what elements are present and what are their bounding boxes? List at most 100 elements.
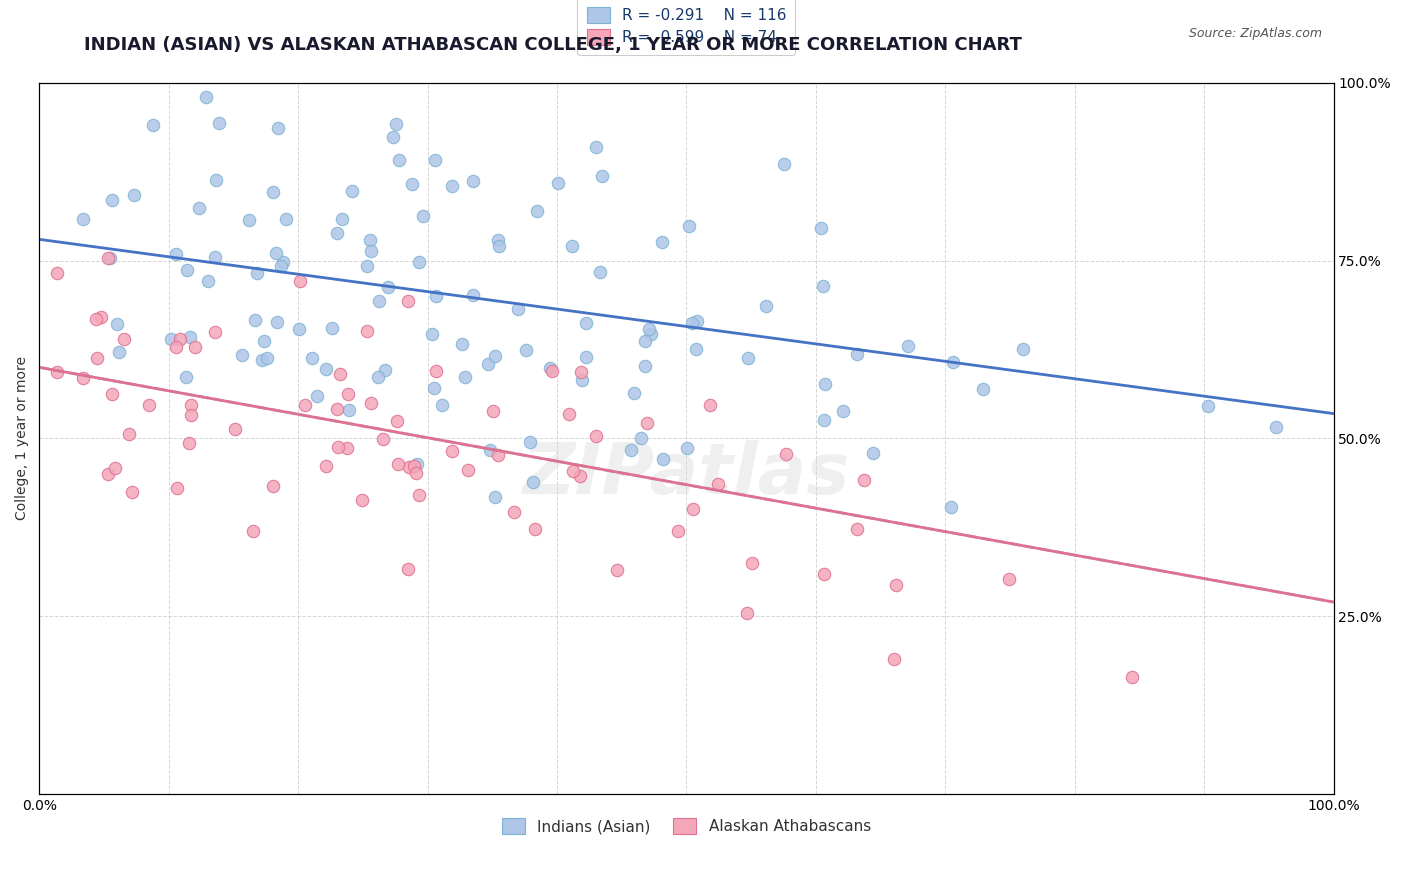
Point — [651, 235, 673, 249]
Point — [86, 351, 108, 365]
Point — [177, 436, 200, 450]
Point — [678, 219, 700, 234]
Point — [179, 330, 201, 344]
Point — [204, 326, 226, 340]
Point — [205, 173, 228, 187]
Point — [486, 233, 509, 247]
Point — [1121, 670, 1143, 684]
Point — [46, 365, 69, 379]
Point — [852, 473, 875, 487]
Point — [998, 573, 1021, 587]
Point — [457, 463, 479, 477]
Point — [381, 130, 404, 145]
Point — [107, 345, 129, 359]
Point — [451, 336, 474, 351]
Point — [371, 432, 394, 446]
Point — [405, 457, 427, 471]
Point — [486, 448, 509, 462]
Point — [676, 441, 699, 455]
Point — [538, 360, 561, 375]
Point — [846, 522, 869, 536]
Point — [368, 294, 391, 309]
Point — [585, 429, 607, 443]
Point — [832, 404, 855, 418]
Point — [122, 188, 145, 202]
Point — [488, 239, 510, 253]
Point — [425, 288, 447, 302]
Point — [401, 177, 423, 191]
Point — [100, 193, 122, 207]
Point — [176, 263, 198, 277]
Point — [478, 443, 501, 458]
Point — [422, 326, 444, 341]
Point — [262, 479, 284, 493]
Point — [180, 398, 202, 412]
Point — [101, 387, 124, 401]
Text: ZIPatlas: ZIPatlas — [523, 440, 851, 508]
Point — [253, 334, 276, 348]
Point — [243, 312, 266, 326]
Point — [270, 259, 292, 273]
Point — [408, 488, 430, 502]
Point — [972, 383, 994, 397]
Point — [301, 351, 323, 366]
Point — [197, 274, 219, 288]
Point — [315, 459, 337, 474]
Point — [571, 373, 593, 387]
Point — [224, 422, 246, 436]
Point — [440, 178, 463, 193]
Point — [519, 435, 541, 450]
Point — [506, 302, 529, 317]
Point — [638, 322, 661, 336]
Point — [405, 466, 427, 480]
Point — [623, 385, 645, 400]
Point — [810, 220, 832, 235]
Point — [484, 349, 506, 363]
Point — [356, 259, 378, 273]
Point — [524, 522, 547, 536]
Point — [45, 266, 67, 280]
Point — [522, 475, 544, 490]
Point — [884, 578, 907, 592]
Point — [557, 407, 579, 421]
Point — [180, 408, 202, 422]
Point — [315, 362, 337, 376]
Point — [569, 365, 592, 379]
Point — [337, 403, 360, 417]
Point — [640, 326, 662, 341]
Point — [118, 426, 141, 441]
Point — [666, 524, 689, 538]
Point — [588, 265, 610, 279]
Point — [540, 364, 562, 378]
Point — [845, 347, 868, 361]
Point — [326, 227, 349, 241]
Point — [72, 370, 94, 384]
Point — [97, 467, 120, 482]
Point — [585, 139, 607, 153]
Point — [942, 355, 965, 369]
Point — [288, 322, 311, 336]
Point — [741, 556, 763, 570]
Point — [262, 185, 284, 199]
Point — [100, 251, 122, 265]
Point — [377, 280, 399, 294]
Point — [195, 90, 218, 104]
Point — [620, 442, 643, 457]
Point — [336, 441, 359, 455]
Point — [482, 404, 505, 418]
Text: INDIAN (ASIAN) VS ALASKAN ATHABASCAN COLLEGE, 1 YEAR OR MORE CORRELATION CHART: INDIAN (ASIAN) VS ALASKAN ATHABASCAN COL… — [84, 36, 1022, 54]
Point — [356, 325, 378, 339]
Point — [340, 184, 363, 198]
Point — [526, 203, 548, 218]
Point — [412, 209, 434, 223]
Text: Source: ZipAtlas.com: Source: ZipAtlas.com — [1188, 27, 1322, 40]
Point — [231, 348, 253, 362]
Point — [112, 332, 135, 346]
Point — [685, 314, 707, 328]
Point — [681, 316, 703, 330]
Point — [396, 562, 419, 576]
Point — [187, 202, 209, 216]
Point — [174, 370, 197, 384]
Point — [294, 399, 316, 413]
Point — [737, 351, 759, 366]
